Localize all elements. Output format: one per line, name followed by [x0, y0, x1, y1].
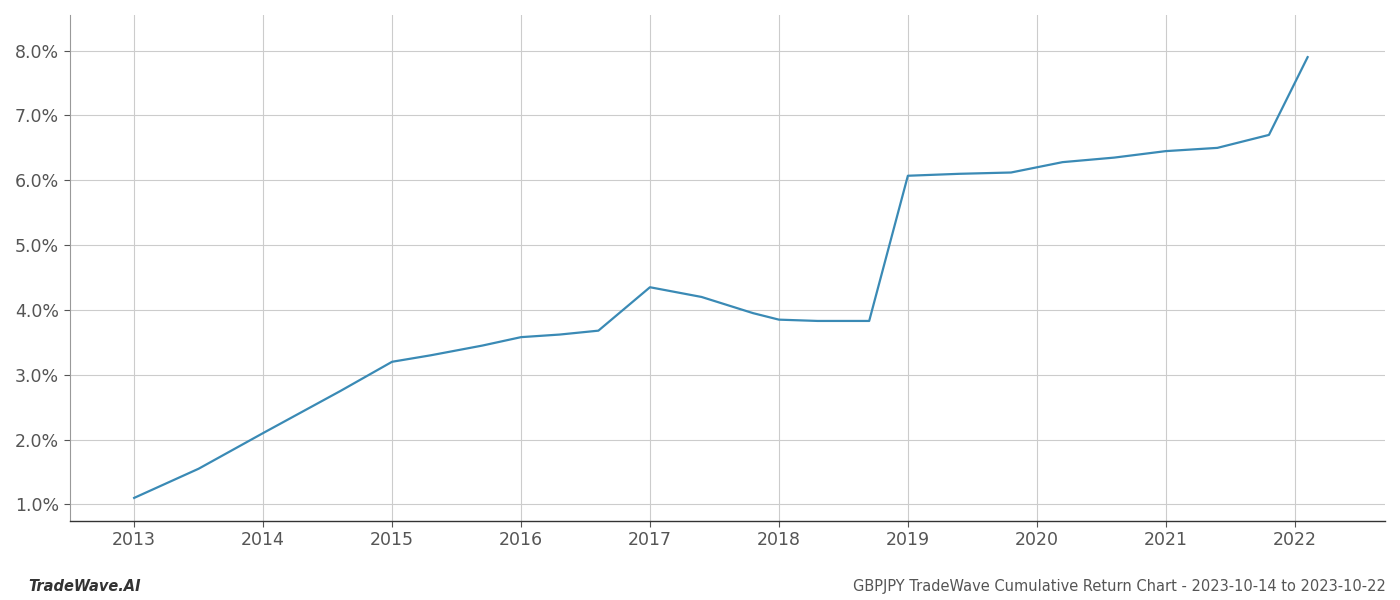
- Text: GBPJPY TradeWave Cumulative Return Chart - 2023-10-14 to 2023-10-22: GBPJPY TradeWave Cumulative Return Chart…: [853, 579, 1386, 594]
- Text: TradeWave.AI: TradeWave.AI: [28, 579, 140, 594]
